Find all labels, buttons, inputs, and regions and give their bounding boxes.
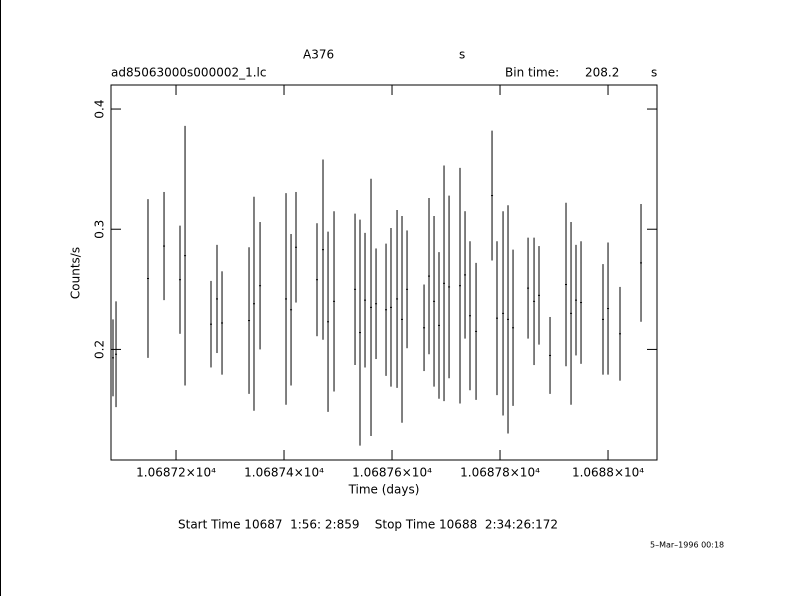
date-stamp: 5–Mar–1996 00:18 bbox=[650, 541, 724, 550]
x-tick-label: 1.06876×10⁴ bbox=[352, 466, 432, 480]
x-tick-label: 1.06874×10⁴ bbox=[244, 466, 324, 480]
x-tick-label: 1.06872×10⁴ bbox=[136, 466, 216, 480]
title-suffix: s bbox=[459, 48, 465, 62]
plot-frame bbox=[110, 84, 658, 461]
file-name: ad85063000s000002_1.lc bbox=[111, 66, 267, 80]
x-tick-label: 1.0688×10⁴ bbox=[572, 466, 644, 480]
x-axis-label: Time (days) bbox=[348, 483, 420, 497]
bin-label: Bin time: bbox=[505, 66, 559, 80]
chart-title: A376 bbox=[303, 48, 334, 62]
bin-unit: s bbox=[651, 66, 657, 80]
y-axis-label: Counts/s bbox=[69, 247, 83, 299]
bin-time: 208.2 bbox=[585, 66, 619, 80]
time-range: Start Time 10687 1:56: 2:859 Stop Time 1… bbox=[178, 518, 558, 532]
x-tick-label: 1.06878×10⁴ bbox=[460, 466, 540, 480]
y-tick-label: 0.3 bbox=[93, 220, 107, 239]
y-tick-label: 0.2 bbox=[93, 340, 107, 359]
y-tick-label: 0.4 bbox=[93, 99, 107, 118]
